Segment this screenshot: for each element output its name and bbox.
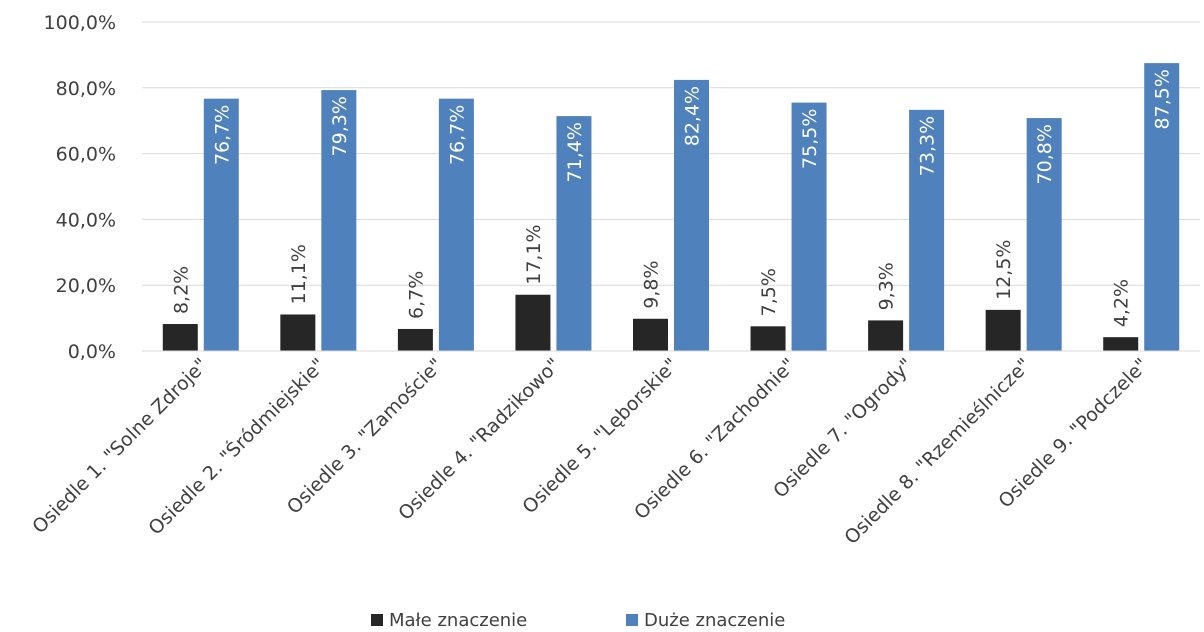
bar-duze-znaczenie xyxy=(438,98,474,351)
data-label: 71,4% xyxy=(564,122,586,182)
y-tick-label: 20,0% xyxy=(56,275,116,297)
bar-male-znaczenie xyxy=(633,318,668,351)
legend-item-duze: Duże znaczenie xyxy=(626,609,785,631)
legend-swatch-male xyxy=(371,614,383,626)
data-label: 6,7% xyxy=(405,271,427,319)
data-label: 73,3% xyxy=(917,116,939,176)
data-label: 82,4% xyxy=(682,86,704,146)
data-label: 75,5% xyxy=(799,109,821,169)
bar-duze-znaczenie xyxy=(791,102,827,351)
data-label: 11,1% xyxy=(288,244,310,304)
bar-male-znaczenie xyxy=(515,294,551,351)
legend: Małe znaczenie Duże znaczenie xyxy=(0,609,1204,631)
legend-label-duze: Duże znaczenie xyxy=(644,609,786,631)
bar-male-znaczenie xyxy=(162,324,198,351)
data-label: 79,3% xyxy=(329,96,351,156)
data-label: 76,7% xyxy=(211,105,233,165)
bar-duze-znaczenie xyxy=(203,98,239,351)
data-label: 7,5% xyxy=(758,268,780,316)
legend-item-male: Małe znaczenie xyxy=(371,609,527,631)
bar-duze-znaczenie xyxy=(321,90,357,351)
data-label: 76,7% xyxy=(446,105,468,165)
bar-duze-znaczenie xyxy=(674,79,709,352)
legend-label-male: Małe znaczenie xyxy=(389,609,528,631)
data-label: 70,8% xyxy=(1034,124,1056,184)
data-label: 4,2% xyxy=(1111,279,1133,327)
data-label: 9,8% xyxy=(641,260,663,308)
legend-swatch-duze xyxy=(626,614,638,626)
bar-duze-znaczenie xyxy=(909,109,945,351)
bar-male-znaczenie xyxy=(1103,337,1139,351)
data-label: 8,2% xyxy=(170,266,192,314)
bar-male-znaczenie xyxy=(750,326,786,351)
bar-male-znaczenie xyxy=(868,320,904,351)
bar-duze-znaczenie xyxy=(1144,63,1180,351)
bar-male-znaczenie xyxy=(397,328,433,351)
bar-male-znaczenie xyxy=(280,314,316,351)
y-tick-label: 80,0% xyxy=(56,78,116,100)
data-label: 17,1% xyxy=(523,224,545,284)
data-label: 12,5% xyxy=(993,240,1015,300)
data-label: 87,5% xyxy=(1152,69,1174,129)
x-tick-label: Osiedle 8. "Rzemieślnicze" xyxy=(840,354,1035,549)
y-tick-label: 100,0% xyxy=(44,12,116,34)
y-tick-label: 40,0% xyxy=(56,209,116,231)
data-label: 9,3% xyxy=(876,262,898,310)
bar-duze-znaczenie xyxy=(1026,118,1062,352)
y-tick-label: 60,0% xyxy=(56,144,116,166)
bar-male-znaczenie xyxy=(985,309,1021,351)
bar-chart: 0,0% 20,0% 40,0% 60,0% 80,0% 100,0% 8,2% 76,7% O… xyxy=(28,12,1200,549)
bar-duze-znaczenie xyxy=(556,116,592,352)
y-tick-label: 0,0% xyxy=(68,341,116,363)
